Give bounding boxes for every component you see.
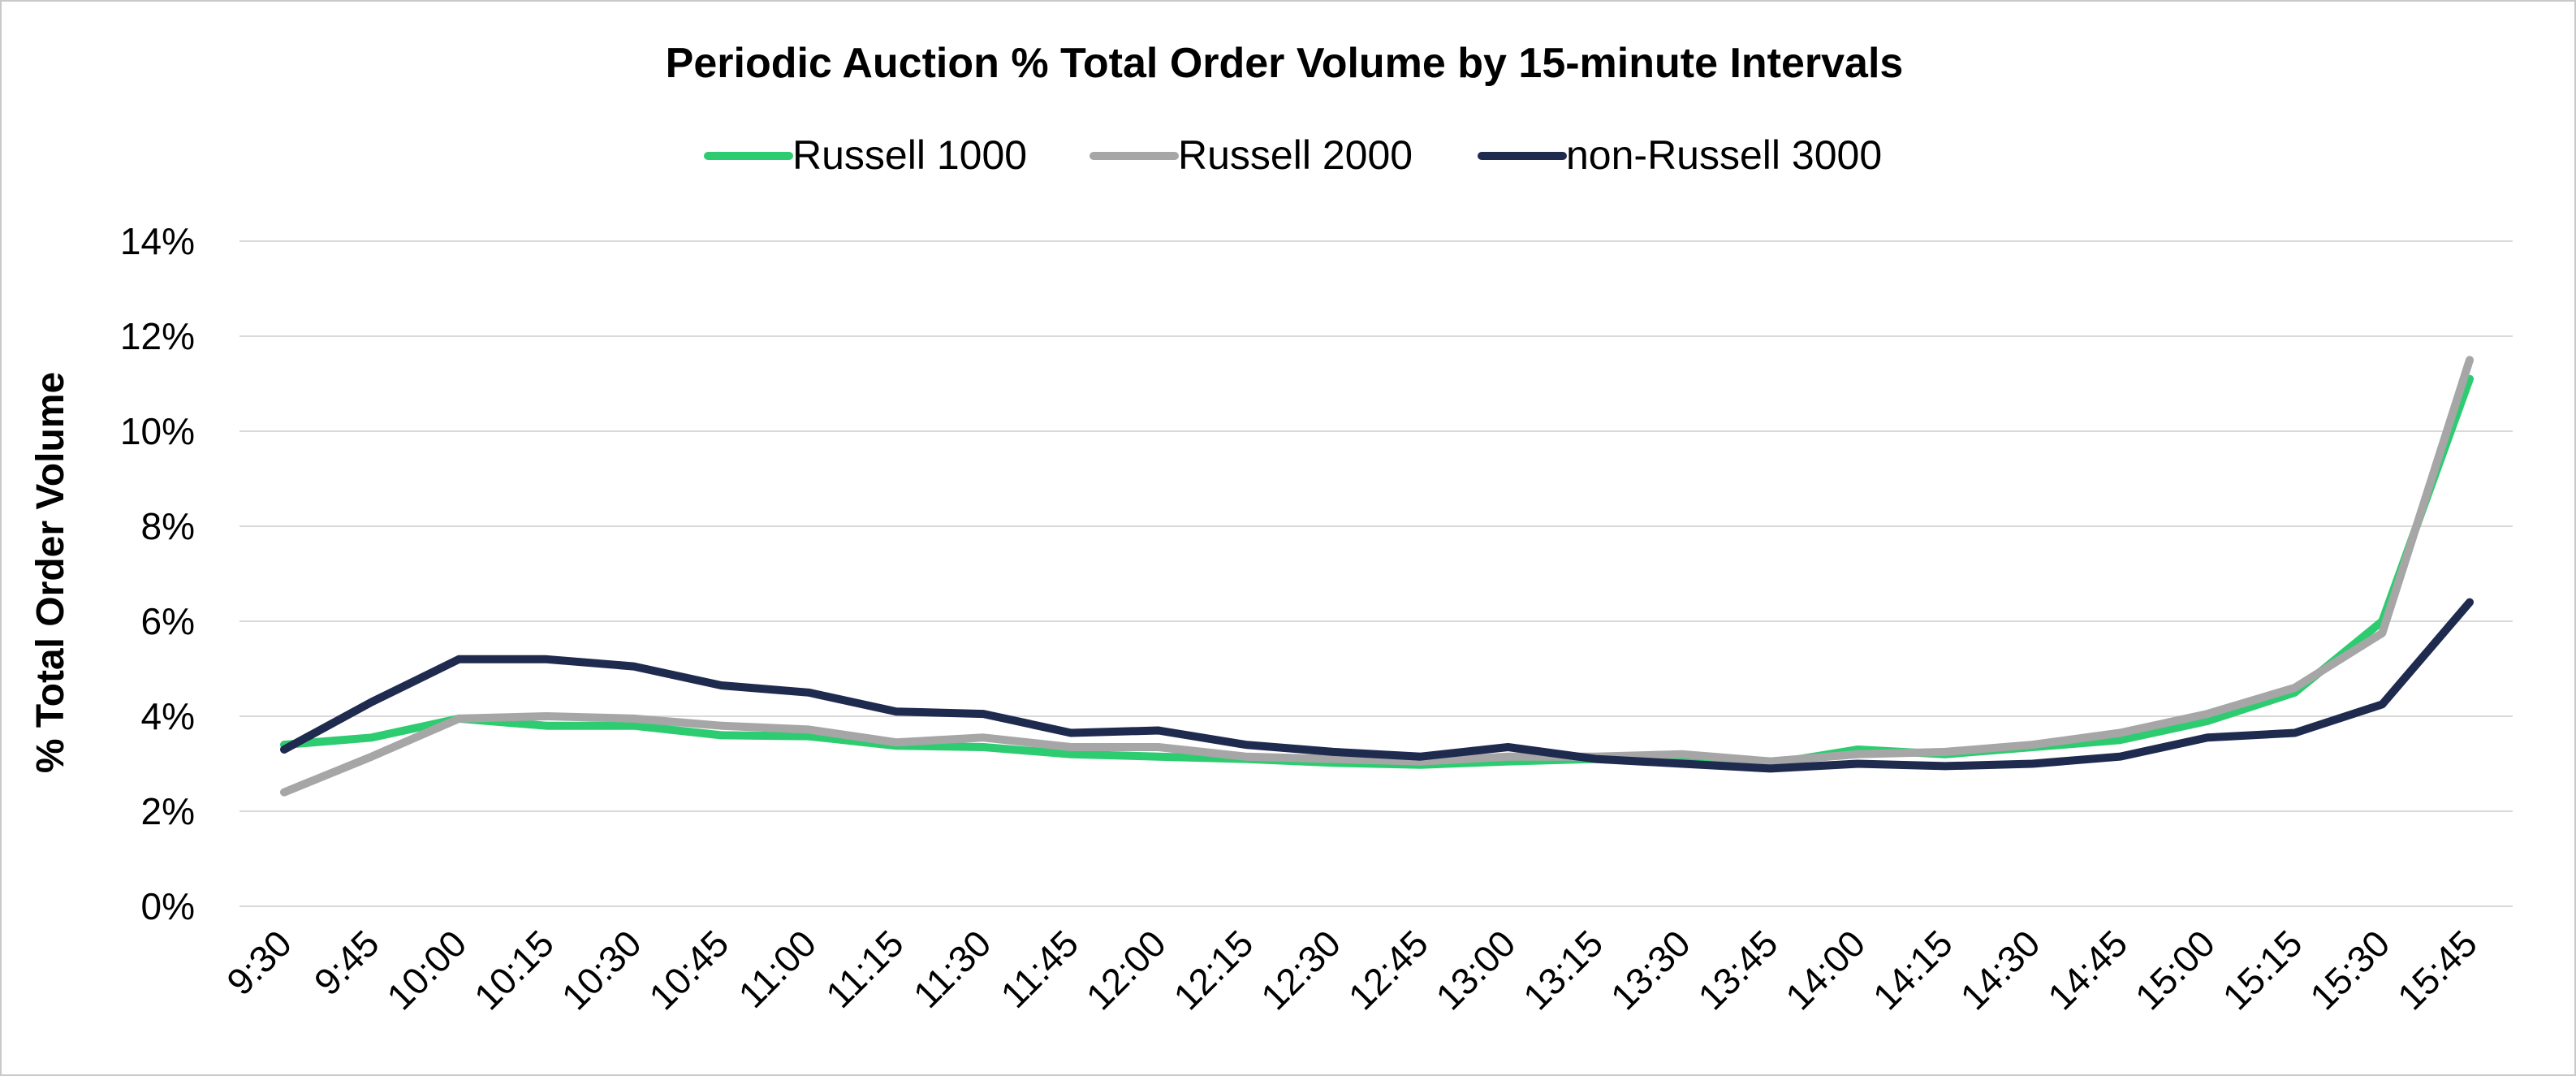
y-tick-label: 10%	[120, 410, 195, 452]
x-tick-label: 15:30	[2302, 922, 2397, 1018]
x-tick-label: 11:30	[905, 922, 999, 1016]
x-tick-label: 9:30	[218, 922, 300, 1003]
x-tick-label: 12:30	[1253, 922, 1348, 1018]
x-tick-label: 11:45	[992, 922, 1086, 1016]
x-tick-label: 10:30	[554, 922, 649, 1018]
x-tick-label: 11:15	[818, 922, 912, 1016]
chart-legend: Russell 1000 Russell 2000 non-Russell 3000	[704, 132, 1882, 178]
y-tick-label: 0%	[141, 885, 195, 927]
y-axis: 0% 2% 4% 6% 8% 10% 12% 14%	[120, 220, 195, 927]
x-axis: 9:30 9:4510:0010:1510:3010:4511:0011:1511…	[218, 922, 2485, 1018]
plot-area	[280, 356, 2474, 797]
x-tick-label: 10:00	[378, 922, 474, 1018]
x-tick-label: 10:15	[466, 922, 562, 1018]
x-tick-label: 11:00	[730, 922, 824, 1016]
series-line-russell-1000	[280, 374, 2474, 769]
y-tick-label: 8%	[141, 505, 195, 547]
legend-label: Russell 2000	[1178, 132, 1413, 178]
y-tick-label: 12%	[120, 315, 195, 357]
y-tick-label: 6%	[141, 600, 195, 642]
x-tick-label: 15:15	[2215, 922, 2311, 1018]
series-line-non-russell-3000	[280, 598, 2474, 773]
y-tick-label: 2%	[141, 790, 195, 832]
x-tick-label: 12:00	[1078, 922, 1174, 1018]
x-tick-label: 13:15	[1515, 922, 1611, 1018]
x-tick-label: 12:15	[1165, 922, 1261, 1018]
x-tick-label: 14:30	[1952, 922, 2047, 1018]
legend-item-russell-2000: Russell 2000	[1090, 132, 1413, 178]
x-tick-label: 12:45	[1340, 922, 1436, 1018]
x-tick-label: 13:30	[1603, 922, 1698, 1018]
legend-label: Russell 1000	[792, 132, 1027, 178]
legend-label: non-Russell 3000	[1566, 132, 1882, 178]
legend-item-non-russell-3000: non-Russell 3000	[1478, 132, 1882, 178]
x-tick-label: 10:45	[641, 922, 736, 1018]
series-line-russell-2000	[280, 356, 2474, 797]
x-tick-label: 14:45	[2039, 922, 2135, 1018]
chart-title: Periodic Auction % Total Order Volume by…	[666, 40, 1904, 87]
x-tick-label: 14:00	[1777, 922, 1873, 1018]
y-tick-label: 4%	[141, 695, 195, 737]
legend-item-russell-1000: Russell 1000	[704, 132, 1027, 178]
y-tick-label: 14%	[120, 220, 195, 262]
gridlines	[239, 240, 2513, 907]
x-tick-label: 15:00	[2127, 922, 2223, 1018]
y-axis-title: % Total Order Volume	[29, 372, 72, 773]
x-tick-label: 13:45	[1689, 922, 1785, 1018]
x-tick-label: 9:45	[306, 922, 387, 1003]
x-tick-label: 14:15	[1865, 922, 1961, 1018]
x-tick-label: 13:00	[1427, 922, 1523, 1018]
x-tick-label: 15:45	[2389, 922, 2485, 1018]
